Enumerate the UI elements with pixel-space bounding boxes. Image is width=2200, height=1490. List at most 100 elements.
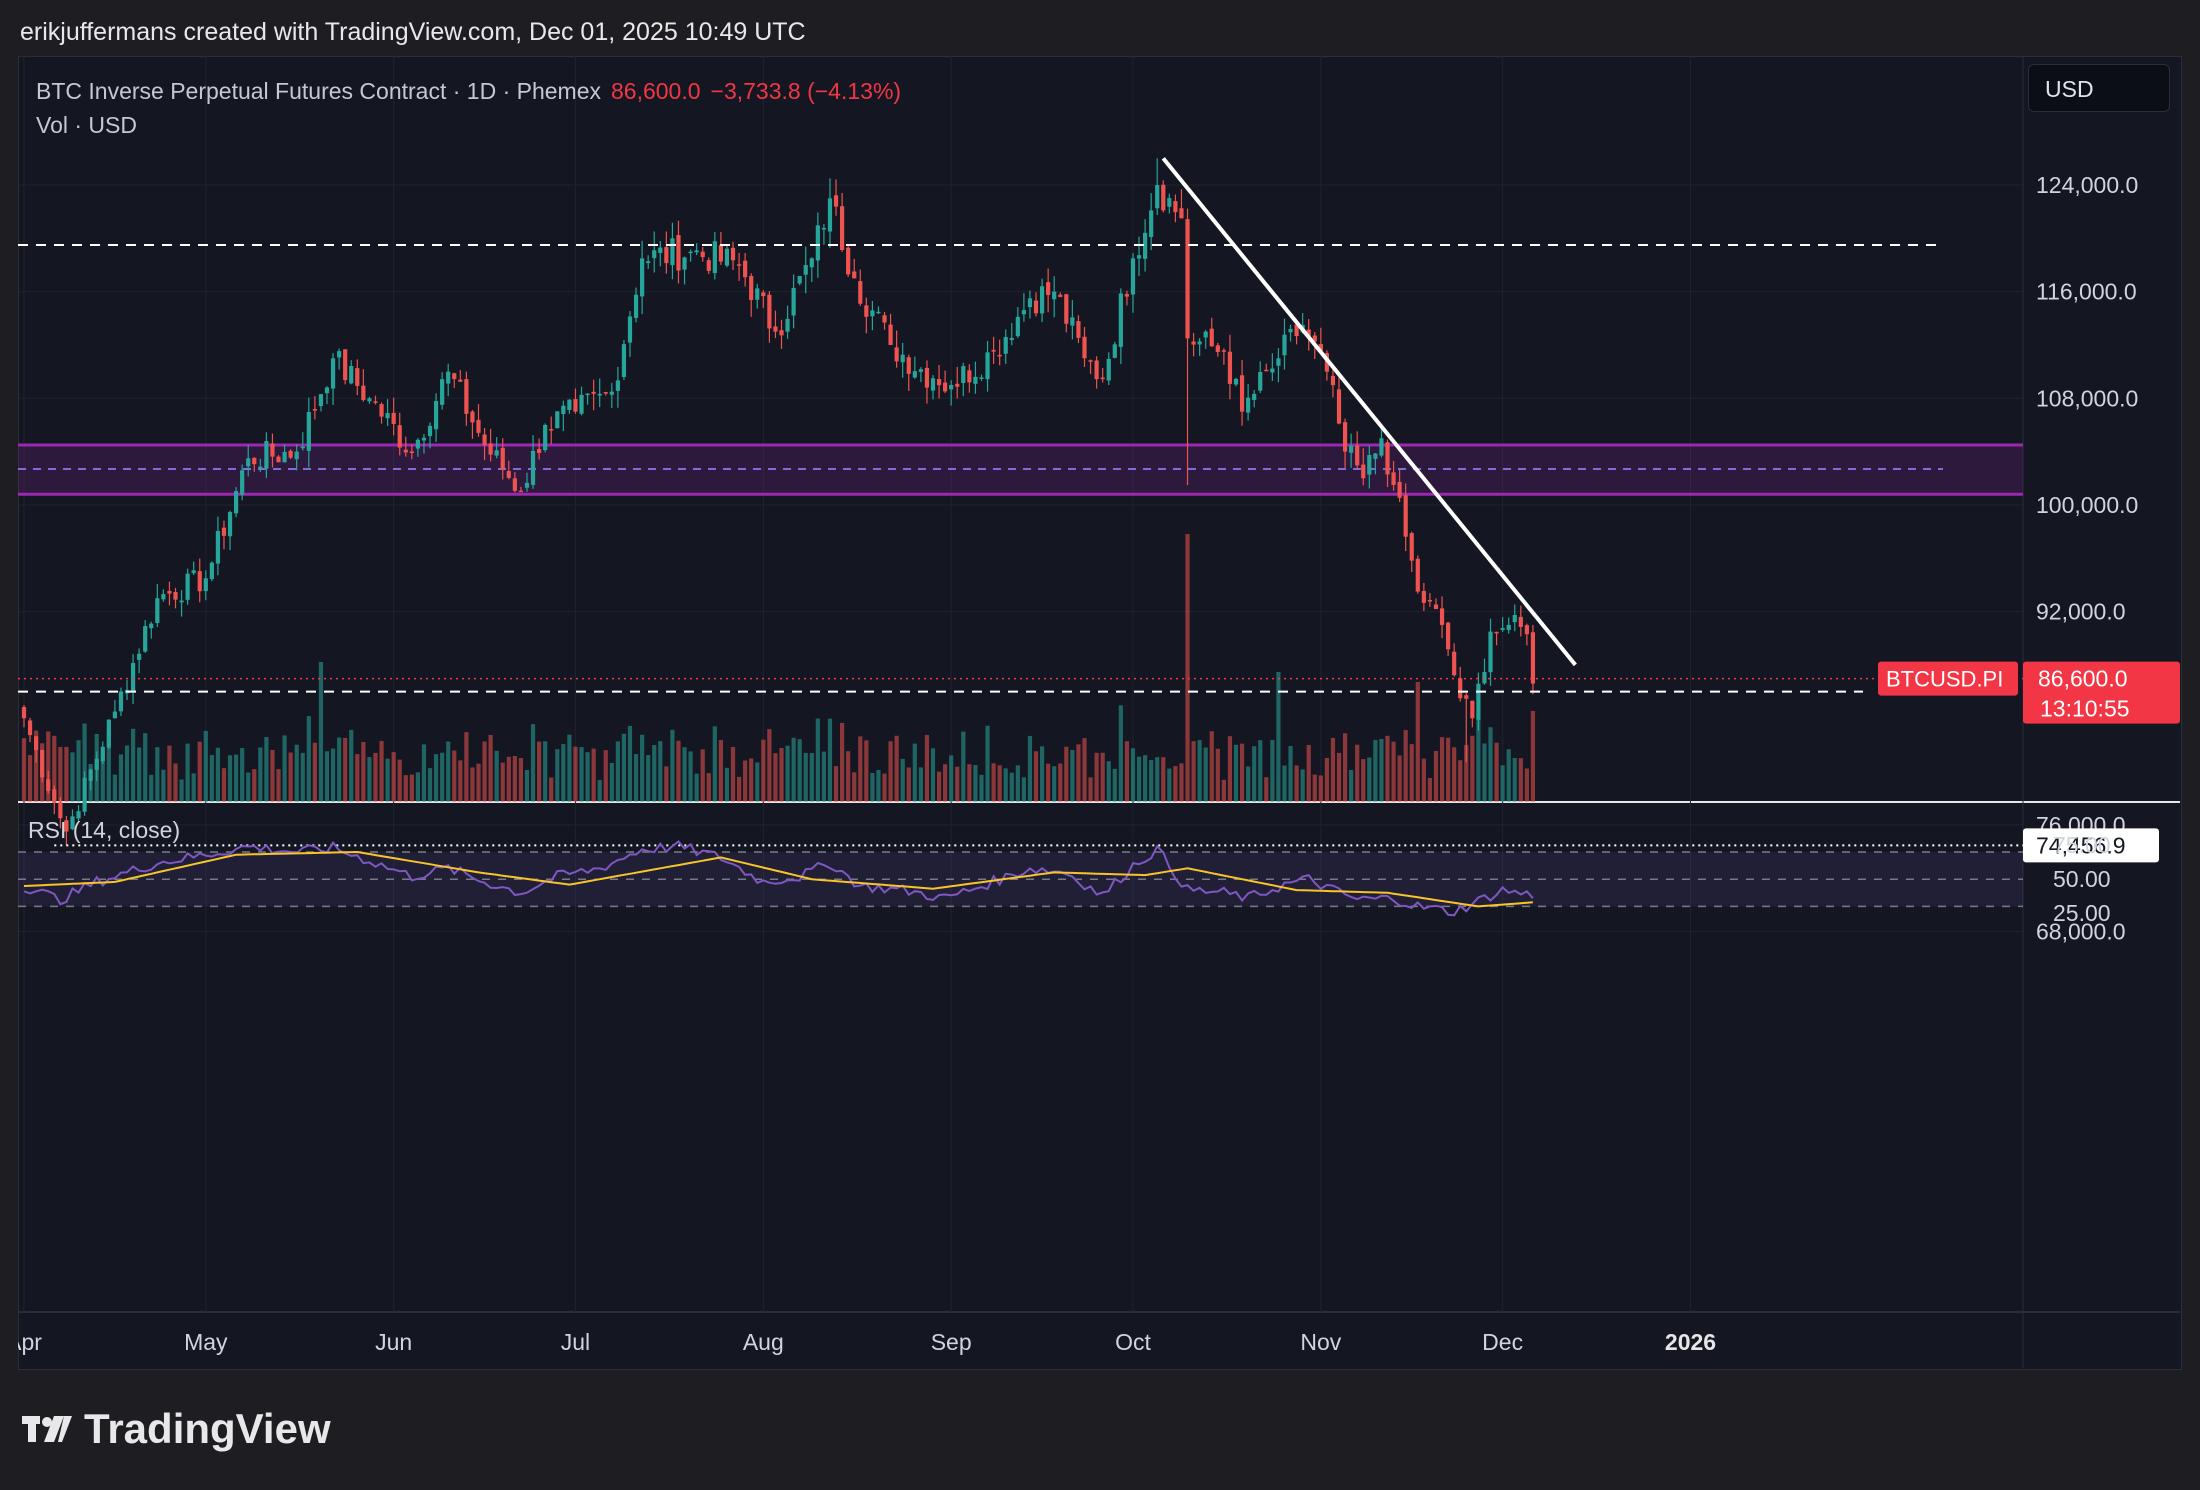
candle — [143, 626, 148, 652]
volume-bar — [561, 744, 566, 802]
volume-bar — [1464, 744, 1469, 802]
price-axis-label: 68,000.0 — [2036, 919, 2126, 945]
candle — [706, 260, 711, 271]
volume-bar — [1518, 758, 1523, 802]
candle — [1361, 464, 1366, 479]
candle — [1233, 378, 1239, 385]
volume-bar — [76, 740, 81, 802]
volume-bar — [1088, 777, 1093, 802]
candle — [1415, 558, 1420, 592]
candle — [112, 711, 117, 719]
candle — [1155, 185, 1160, 209]
volume-bar — [749, 758, 754, 802]
candle — [803, 265, 808, 275]
volume-bar — [785, 745, 790, 802]
candle — [1203, 331, 1208, 338]
candle — [627, 316, 633, 343]
candle — [1288, 328, 1293, 333]
volume-bar — [349, 729, 354, 802]
volume-bar — [197, 741, 202, 802]
volume-bar — [34, 730, 39, 802]
volume-bar — [609, 762, 614, 802]
volume-bar — [779, 747, 784, 802]
candle — [936, 379, 942, 386]
candle — [282, 451, 287, 463]
candle — [27, 720, 33, 736]
volume-bar — [979, 774, 984, 802]
candle — [203, 578, 208, 592]
candle — [676, 235, 681, 271]
candle — [1252, 393, 1257, 400]
volume-bar — [1161, 757, 1166, 802]
candle — [185, 573, 190, 600]
volume-bar — [294, 744, 299, 802]
candle — [367, 398, 372, 402]
volume-bar — [464, 732, 469, 802]
candle — [191, 570, 196, 574]
volume-bar — [1288, 745, 1293, 802]
candle — [724, 248, 730, 266]
candle — [1094, 360, 1099, 380]
volume-bar — [961, 731, 966, 802]
volume-bar — [1221, 779, 1226, 802]
volume-bar — [537, 741, 542, 802]
price-axis-label: 116,000.0 — [2036, 279, 2137, 305]
candle — [1458, 678, 1463, 699]
volume-bar — [1112, 768, 1117, 802]
candle — [1500, 628, 1505, 630]
candle — [1427, 599, 1433, 602]
volume-bar — [155, 747, 160, 802]
candle — [149, 623, 154, 629]
candle — [979, 377, 984, 379]
volume-bar — [252, 769, 257, 802]
price-badge — [2023, 661, 2180, 724]
candle — [1185, 219, 1190, 339]
volume-bar — [1530, 710, 1536, 802]
volume-bar — [567, 734, 572, 802]
candle — [246, 458, 251, 467]
volume-bar — [1439, 737, 1445, 802]
volume-bar — [1167, 768, 1172, 802]
volume-bar — [1264, 777, 1269, 802]
volume-bar — [773, 753, 778, 802]
volume-bar — [870, 772, 875, 802]
candle — [1112, 344, 1117, 358]
price-chart[interactable]: 124,000.0 116,000.0 108,000.0 100,000.0 92,0… — [18, 56, 2180, 1368]
volume-bar — [1021, 777, 1026, 802]
volume-bar — [555, 749, 560, 802]
rsi-axis-label: 50.00 — [2053, 866, 2111, 892]
candle — [785, 318, 790, 332]
candle — [1470, 700, 1475, 719]
chart-credit: erikjuffermans created with TradingView.… — [20, 18, 806, 46]
volume-bar — [1397, 755, 1402, 802]
candle — [840, 206, 845, 251]
candle — [791, 287, 796, 316]
rsi-axis-label: 75.00 — [2053, 832, 2111, 858]
candle — [924, 367, 930, 388]
candle — [943, 382, 948, 392]
candle — [1276, 358, 1281, 366]
candle — [361, 385, 366, 401]
volume-bar — [385, 758, 390, 802]
volume-bar — [191, 773, 196, 802]
volume-bar — [300, 752, 305, 802]
volume-bar — [1052, 766, 1057, 802]
volume-bar — [203, 730, 208, 802]
volume-bar — [1252, 746, 1257, 802]
volume-bar — [1094, 752, 1099, 802]
volume-bar — [1452, 747, 1457, 802]
volume-bar — [1027, 735, 1033, 802]
candle — [476, 419, 481, 433]
candle — [652, 250, 657, 259]
volume-bar — [379, 740, 384, 802]
candle — [1052, 291, 1057, 300]
candle — [240, 470, 245, 495]
volume-bar — [446, 741, 451, 802]
volume-bar — [221, 768, 227, 802]
candle — [730, 247, 736, 261]
currency-button[interactable]: USD — [2028, 64, 2170, 112]
candle — [900, 354, 905, 363]
volume-bar — [627, 725, 633, 802]
candle — [1027, 298, 1033, 308]
candle — [1149, 210, 1154, 238]
